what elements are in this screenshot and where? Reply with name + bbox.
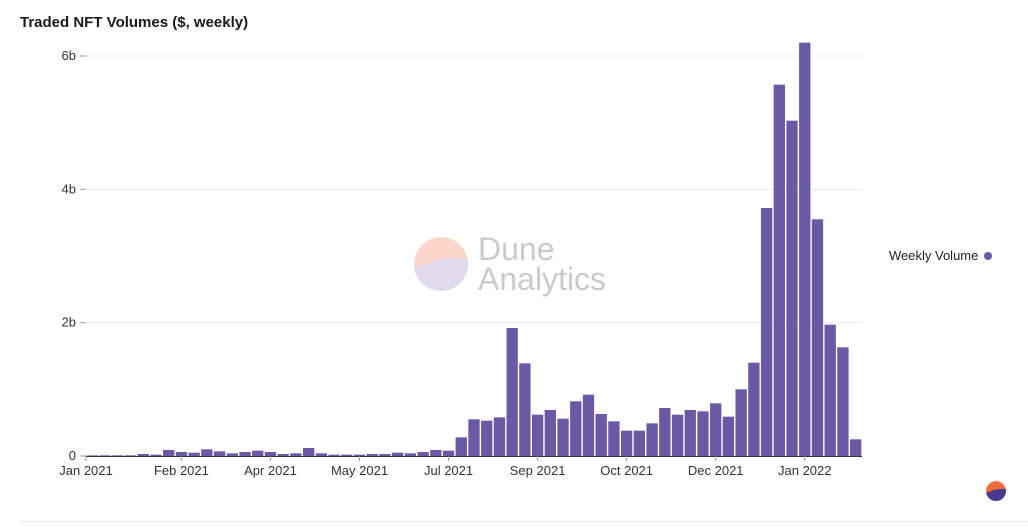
- bar[interactable]: [760, 208, 773, 456]
- bar[interactable]: [201, 449, 213, 456]
- bar[interactable]: [531, 414, 544, 456]
- bar[interactable]: [442, 450, 455, 456]
- bar[interactable]: [392, 452, 404, 456]
- bar[interactable]: [557, 418, 569, 456]
- bar[interactable]: [328, 454, 340, 456]
- bar[interactable]: [544, 410, 556, 456]
- bar[interactable]: [188, 452, 200, 456]
- bar[interactable]: [506, 328, 518, 456]
- x-tick-label: Sep 2021: [510, 463, 566, 478]
- x-tick-label: Oct 2021: [600, 463, 653, 478]
- bar[interactable]: [455, 437, 467, 456]
- x-tick-label: Feb 2021: [154, 463, 209, 478]
- bar[interactable]: [175, 452, 188, 456]
- x-tick-label: May 2021: [331, 463, 388, 478]
- bar[interactable]: [277, 454, 289, 456]
- x-tick-label: Apr 2021: [244, 463, 297, 478]
- bar[interactable]: [239, 452, 251, 456]
- bar[interactable]: [646, 423, 658, 456]
- bar[interactable]: [684, 410, 696, 456]
- bar[interactable]: [112, 455, 124, 456]
- legend[interactable]: Weekly Volume: [889, 248, 993, 263]
- bar[interactable]: [582, 394, 595, 456]
- x-tick-label: Dec 2021: [688, 463, 744, 478]
- bar[interactable]: [379, 454, 391, 456]
- dune-corner-logo-icon[interactable]: [986, 481, 1006, 501]
- bar[interactable]: [735, 389, 747, 456]
- bar[interactable]: [748, 362, 760, 456]
- bar[interactable]: [481, 420, 493, 456]
- bar[interactable]: [519, 363, 531, 456]
- bar[interactable]: [659, 408, 671, 456]
- bar[interactable]: [86, 455, 99, 456]
- bar[interactable]: [137, 454, 149, 456]
- bar[interactable]: [366, 454, 378, 456]
- bar[interactable]: [404, 453, 417, 456]
- bar[interactable]: [99, 455, 111, 456]
- bar[interactable]: [213, 451, 226, 456]
- watermark-line2: Analytics: [478, 261, 607, 297]
- bar[interactable]: [595, 414, 607, 456]
- chart-title: Traded NFT Volumes ($, weekly): [20, 14, 249, 31]
- bar[interactable]: [621, 430, 633, 456]
- bar[interactable]: [671, 414, 684, 456]
- bar[interactable]: [811, 219, 824, 456]
- watermark-line1: Dune: [478, 231, 555, 267]
- bar[interactable]: [799, 42, 811, 457]
- bar[interactable]: [163, 450, 175, 456]
- bar[interactable]: [315, 453, 327, 456]
- bar[interactable]: [710, 403, 722, 456]
- x-tick-label: Jan 2022: [778, 463, 832, 478]
- bar[interactable]: [290, 453, 302, 456]
- bar[interactable]: [697, 411, 709, 456]
- dune-logo-icon: [414, 237, 468, 291]
- bar[interactable]: [837, 347, 849, 456]
- bottom-divider: [20, 521, 1028, 522]
- bar[interactable]: [264, 452, 277, 456]
- bar[interactable]: [468, 419, 480, 456]
- bar[interactable]: [570, 401, 582, 456]
- bar[interactable]: [430, 450, 442, 456]
- axes: 0 2b 4b 6b Jan 2021 Feb 2021 Apr 2021 May 2021 J…: [59, 48, 862, 478]
- bar[interactable]: [608, 421, 620, 456]
- bar[interactable]: [722, 416, 735, 456]
- bar[interactable]: [417, 452, 429, 456]
- bar[interactable]: [353, 454, 366, 456]
- bar[interactable]: [150, 454, 162, 456]
- bar[interactable]: [124, 455, 137, 456]
- bar[interactable]: [493, 417, 506, 456]
- gridlines: [86, 55, 862, 324]
- y-tick-label: 0: [69, 448, 76, 463]
- x-tick-label: Jan 2021: [59, 463, 113, 478]
- x-tick-label: Jul 2021: [424, 463, 473, 478]
- y-tick-label: 6b: [62, 48, 76, 63]
- bar[interactable]: [252, 450, 264, 456]
- legend-dot-icon: [984, 251, 993, 260]
- legend-label: Weekly Volume: [889, 248, 979, 263]
- dune-analytics-watermark: Dune Analytics: [414, 231, 607, 297]
- bar[interactable]: [302, 448, 315, 456]
- bar[interactable]: [849, 439, 862, 456]
- bar[interactable]: [633, 430, 646, 456]
- bar[interactable]: [824, 324, 836, 456]
- bar[interactable]: [226, 453, 238, 456]
- bar[interactable]: [341, 454, 353, 456]
- bars: [86, 42, 862, 457]
- y-tick-label: 4b: [62, 181, 76, 196]
- y-tick-label: 2b: [62, 315, 76, 330]
- bar[interactable]: [786, 120, 798, 457]
- bar[interactable]: [773, 84, 785, 457]
